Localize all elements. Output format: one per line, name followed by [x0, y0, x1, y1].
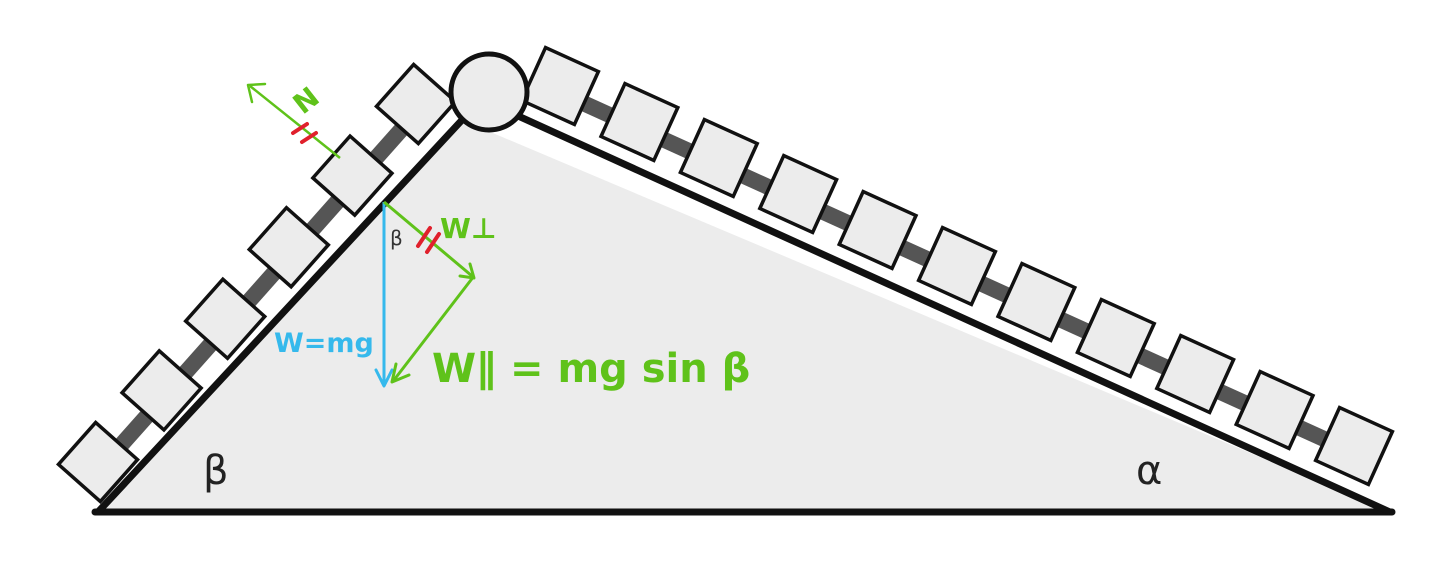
- right-block-11: [1313, 405, 1395, 487]
- wperp-tick-2: [425, 232, 441, 254]
- left-block-1: [56, 420, 140, 504]
- right-blocks: [519, 45, 1395, 487]
- weight-arrow: [374, 202, 394, 388]
- right-block-5: [836, 189, 919, 271]
- right-block-4: [757, 153, 839, 235]
- small-beta-label: β: [390, 226, 403, 250]
- w-parallel-label: W∥ = mg sin β: [432, 346, 750, 392]
- angle-beta-label: β: [203, 448, 229, 494]
- wperp-tick-1: [416, 226, 432, 248]
- right-block-10: [1233, 369, 1316, 451]
- triangle-incline: [98, 120, 1390, 512]
- right-block-1: [519, 45, 601, 127]
- right-block-2: [598, 81, 681, 163]
- left-block-3: [183, 276, 268, 361]
- left-block-4: [246, 205, 331, 290]
- right-block-3: [678, 117, 760, 199]
- normal-tick-1: [291, 122, 309, 135]
- right-block-7: [995, 261, 1078, 343]
- left-block-5: [310, 133, 395, 218]
- right-slope: [501, 106, 1394, 516]
- left-slope: [94, 116, 466, 516]
- normal-tick-2: [300, 131, 318, 144]
- pulley: [448, 51, 530, 133]
- angle-alpha-label: α: [1136, 448, 1162, 494]
- w-perp-label: W⊥: [440, 212, 496, 245]
- normal-force-label: N: [287, 80, 326, 120]
- weight-label: W=mg: [274, 328, 374, 359]
- left-block-6: [374, 62, 458, 146]
- normal-force-arrow: [246, 82, 341, 159]
- right-block-9: [1154, 333, 1236, 415]
- w-parallel-arrow: [390, 275, 476, 384]
- right-block-8: [1075, 297, 1157, 379]
- left-blocks: [56, 62, 458, 504]
- right-block-6: [916, 225, 998, 307]
- left-block-2: [119, 348, 204, 433]
